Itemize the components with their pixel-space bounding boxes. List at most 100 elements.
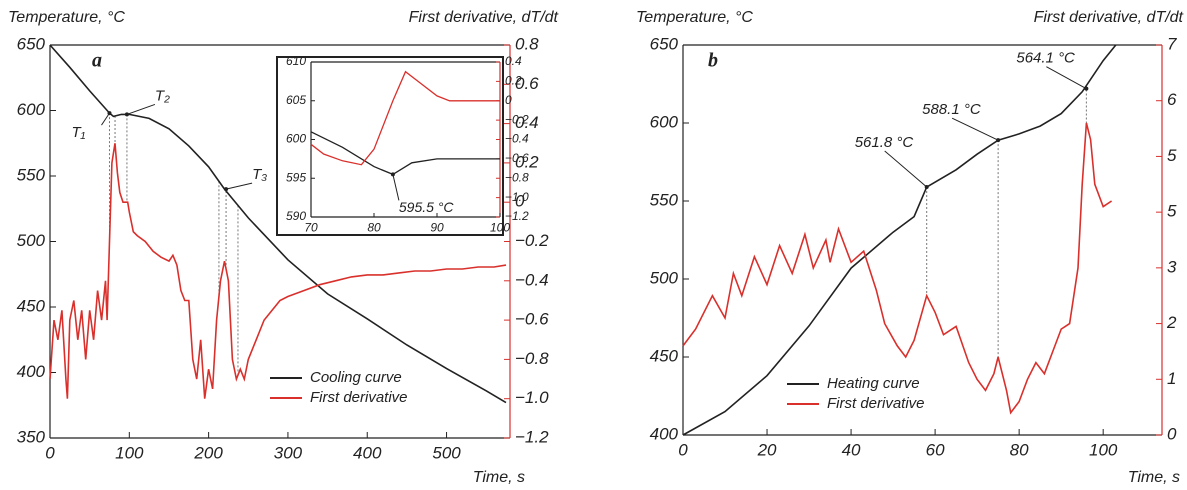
x-tick-label: 40 <box>842 441 861 460</box>
legend-label: Cooling curve <box>310 369 402 386</box>
x-tick-label: 100 <box>1089 441 1118 460</box>
x-tick-label: 200 <box>193 444 223 463</box>
y2-tick-label: 0.2 <box>515 152 539 171</box>
annotation: 561.8 °C <box>855 134 914 151</box>
y-tick-label: 350 <box>17 427 46 446</box>
annotation: 595.5 °C <box>399 199 455 215</box>
y2-tick-label: 0.4 <box>505 54 522 68</box>
y-tick-label: 450 <box>650 346 679 365</box>
x-tick-label: 100 <box>115 444 144 463</box>
y2-tick-label: 5 <box>1167 202 1177 221</box>
y2-tick-label: 0.8 <box>515 34 539 53</box>
y2-tick-label: −0.2 <box>515 231 549 250</box>
y-tick-label: 600 <box>650 112 679 131</box>
y2-tick-label: −0.4 <box>515 270 549 289</box>
x-tick-label: 20 <box>757 441 777 460</box>
y2-axis-title: First derivative, dT/dt <box>1034 9 1184 26</box>
y2-tick-label: 0.4 <box>515 113 539 132</box>
annotation-point <box>107 111 112 116</box>
y-tick-label: 550 <box>17 165 46 184</box>
annotation-point <box>924 184 929 189</box>
panel-label: b <box>708 50 718 72</box>
panel: 0 20 40 60 80 100 400 450 500 550 600 650 0 1 2 3 5 5 6 7 56… <box>636 9 1184 486</box>
y2-tick-label: 3 <box>1167 257 1177 276</box>
y2-tick-label: −0.6 <box>515 310 549 329</box>
inset-frame <box>276 56 504 236</box>
y2-tick-label: 0 <box>1167 424 1177 443</box>
y2-tick-label: −0.2 <box>505 112 529 126</box>
legend-label: First derivative <box>827 395 925 412</box>
x-tick-label: 400 <box>353 444 382 463</box>
annotation-arrow <box>126 103 156 115</box>
y2-tick-label: −0.4 <box>505 132 529 146</box>
y2-tick-label: 7 <box>1167 34 1177 53</box>
y2-tick-label: 0 <box>515 192 525 211</box>
annotation-point <box>390 172 395 177</box>
annotation-arrow <box>884 150 928 188</box>
annotation-arrow <box>392 174 400 201</box>
y2-tick-label: −1.2 <box>515 427 549 446</box>
y-axis-title: Temperature, °C <box>8 9 125 26</box>
y-tick-label: 605 <box>286 93 306 107</box>
annotation-point <box>996 138 1001 143</box>
y2-tick-label: −1.0 <box>515 388 549 407</box>
data-line <box>49 143 507 399</box>
y-tick-label: 500 <box>17 231 46 250</box>
panel: 70 80 90 100 590 595 600 605 610 −1.2 −1.0 −0.8 −0.6… <box>276 54 529 236</box>
y2-tick-label: 0.6 <box>515 74 539 93</box>
y2-tick-label: 5 <box>1167 146 1177 165</box>
x-tick-label: 100 <box>490 221 510 235</box>
y-tick-label: 600 <box>286 132 306 146</box>
y2-tick-label: 1 <box>1167 369 1176 388</box>
y-tick-label: 590 <box>286 209 306 223</box>
y-tick-label: 650 <box>17 34 46 53</box>
annotation-point <box>124 112 129 117</box>
annotation-arrow <box>951 117 999 141</box>
x-axis-title: Time, s <box>473 469 525 486</box>
y-tick-label: 600 <box>17 100 46 119</box>
legend-label: First derivative <box>310 389 408 406</box>
data-line <box>682 44 1117 436</box>
x-tick-label: 80 <box>1010 441 1029 460</box>
y-tick-label: 500 <box>650 268 679 287</box>
annotation-arrow <box>225 182 253 190</box>
y2-tick-label: −0.6 <box>505 151 529 165</box>
data-line <box>310 70 500 166</box>
annotation-point <box>224 187 229 192</box>
annotation: T₂ <box>155 87 170 104</box>
x-tick-label: 60 <box>926 441 945 460</box>
x-tick-label: 0 <box>45 444 55 463</box>
annotation-arrow <box>101 112 110 126</box>
y-tick-label: 610 <box>286 54 306 68</box>
annotation: 588.1 °C <box>922 101 981 118</box>
y-axis-title: Temperature, °C <box>636 9 753 26</box>
x-tick-label: 0 <box>678 441 688 460</box>
data-line <box>682 122 1113 415</box>
y-tick-label: 550 <box>650 190 679 209</box>
y2-tick-label: 6 <box>1167 90 1177 109</box>
y2-tick-label: −1.2 <box>505 209 529 223</box>
y2-tick-label: −0.8 <box>505 170 529 184</box>
annotation-point <box>1084 86 1089 91</box>
panel-label: a <box>92 50 102 72</box>
x-tick-label: 80 <box>367 221 381 235</box>
panel: 0 100 200 300 400 500 350 400 450 500 550 600 650 −1.… <box>8 9 559 486</box>
y-tick-label: 400 <box>17 362 46 381</box>
y2-tick-label: −0.8 <box>515 349 549 368</box>
y-tick-label: 400 <box>650 424 679 443</box>
y2-tick-label: 0.2 <box>505 74 522 88</box>
legend-label: Heating curve <box>827 375 920 392</box>
x-axis-title: Time, s <box>1128 469 1180 486</box>
x-tick-label: 500 <box>432 444 461 463</box>
y-tick-label: 450 <box>17 296 46 315</box>
y2-axis-title: First derivative, dT/dt <box>409 9 559 26</box>
y-tick-label: 595 <box>286 170 306 184</box>
x-tick-label: 90 <box>430 221 444 235</box>
x-tick-label: 300 <box>274 444 303 463</box>
x-tick-label: 70 <box>304 221 318 235</box>
annotation: 564.1 °C <box>1016 50 1075 67</box>
y2-tick-label: 0 <box>505 93 512 107</box>
annotation: T₃ <box>252 166 267 183</box>
y2-tick-label: 2 <box>1166 313 1177 332</box>
